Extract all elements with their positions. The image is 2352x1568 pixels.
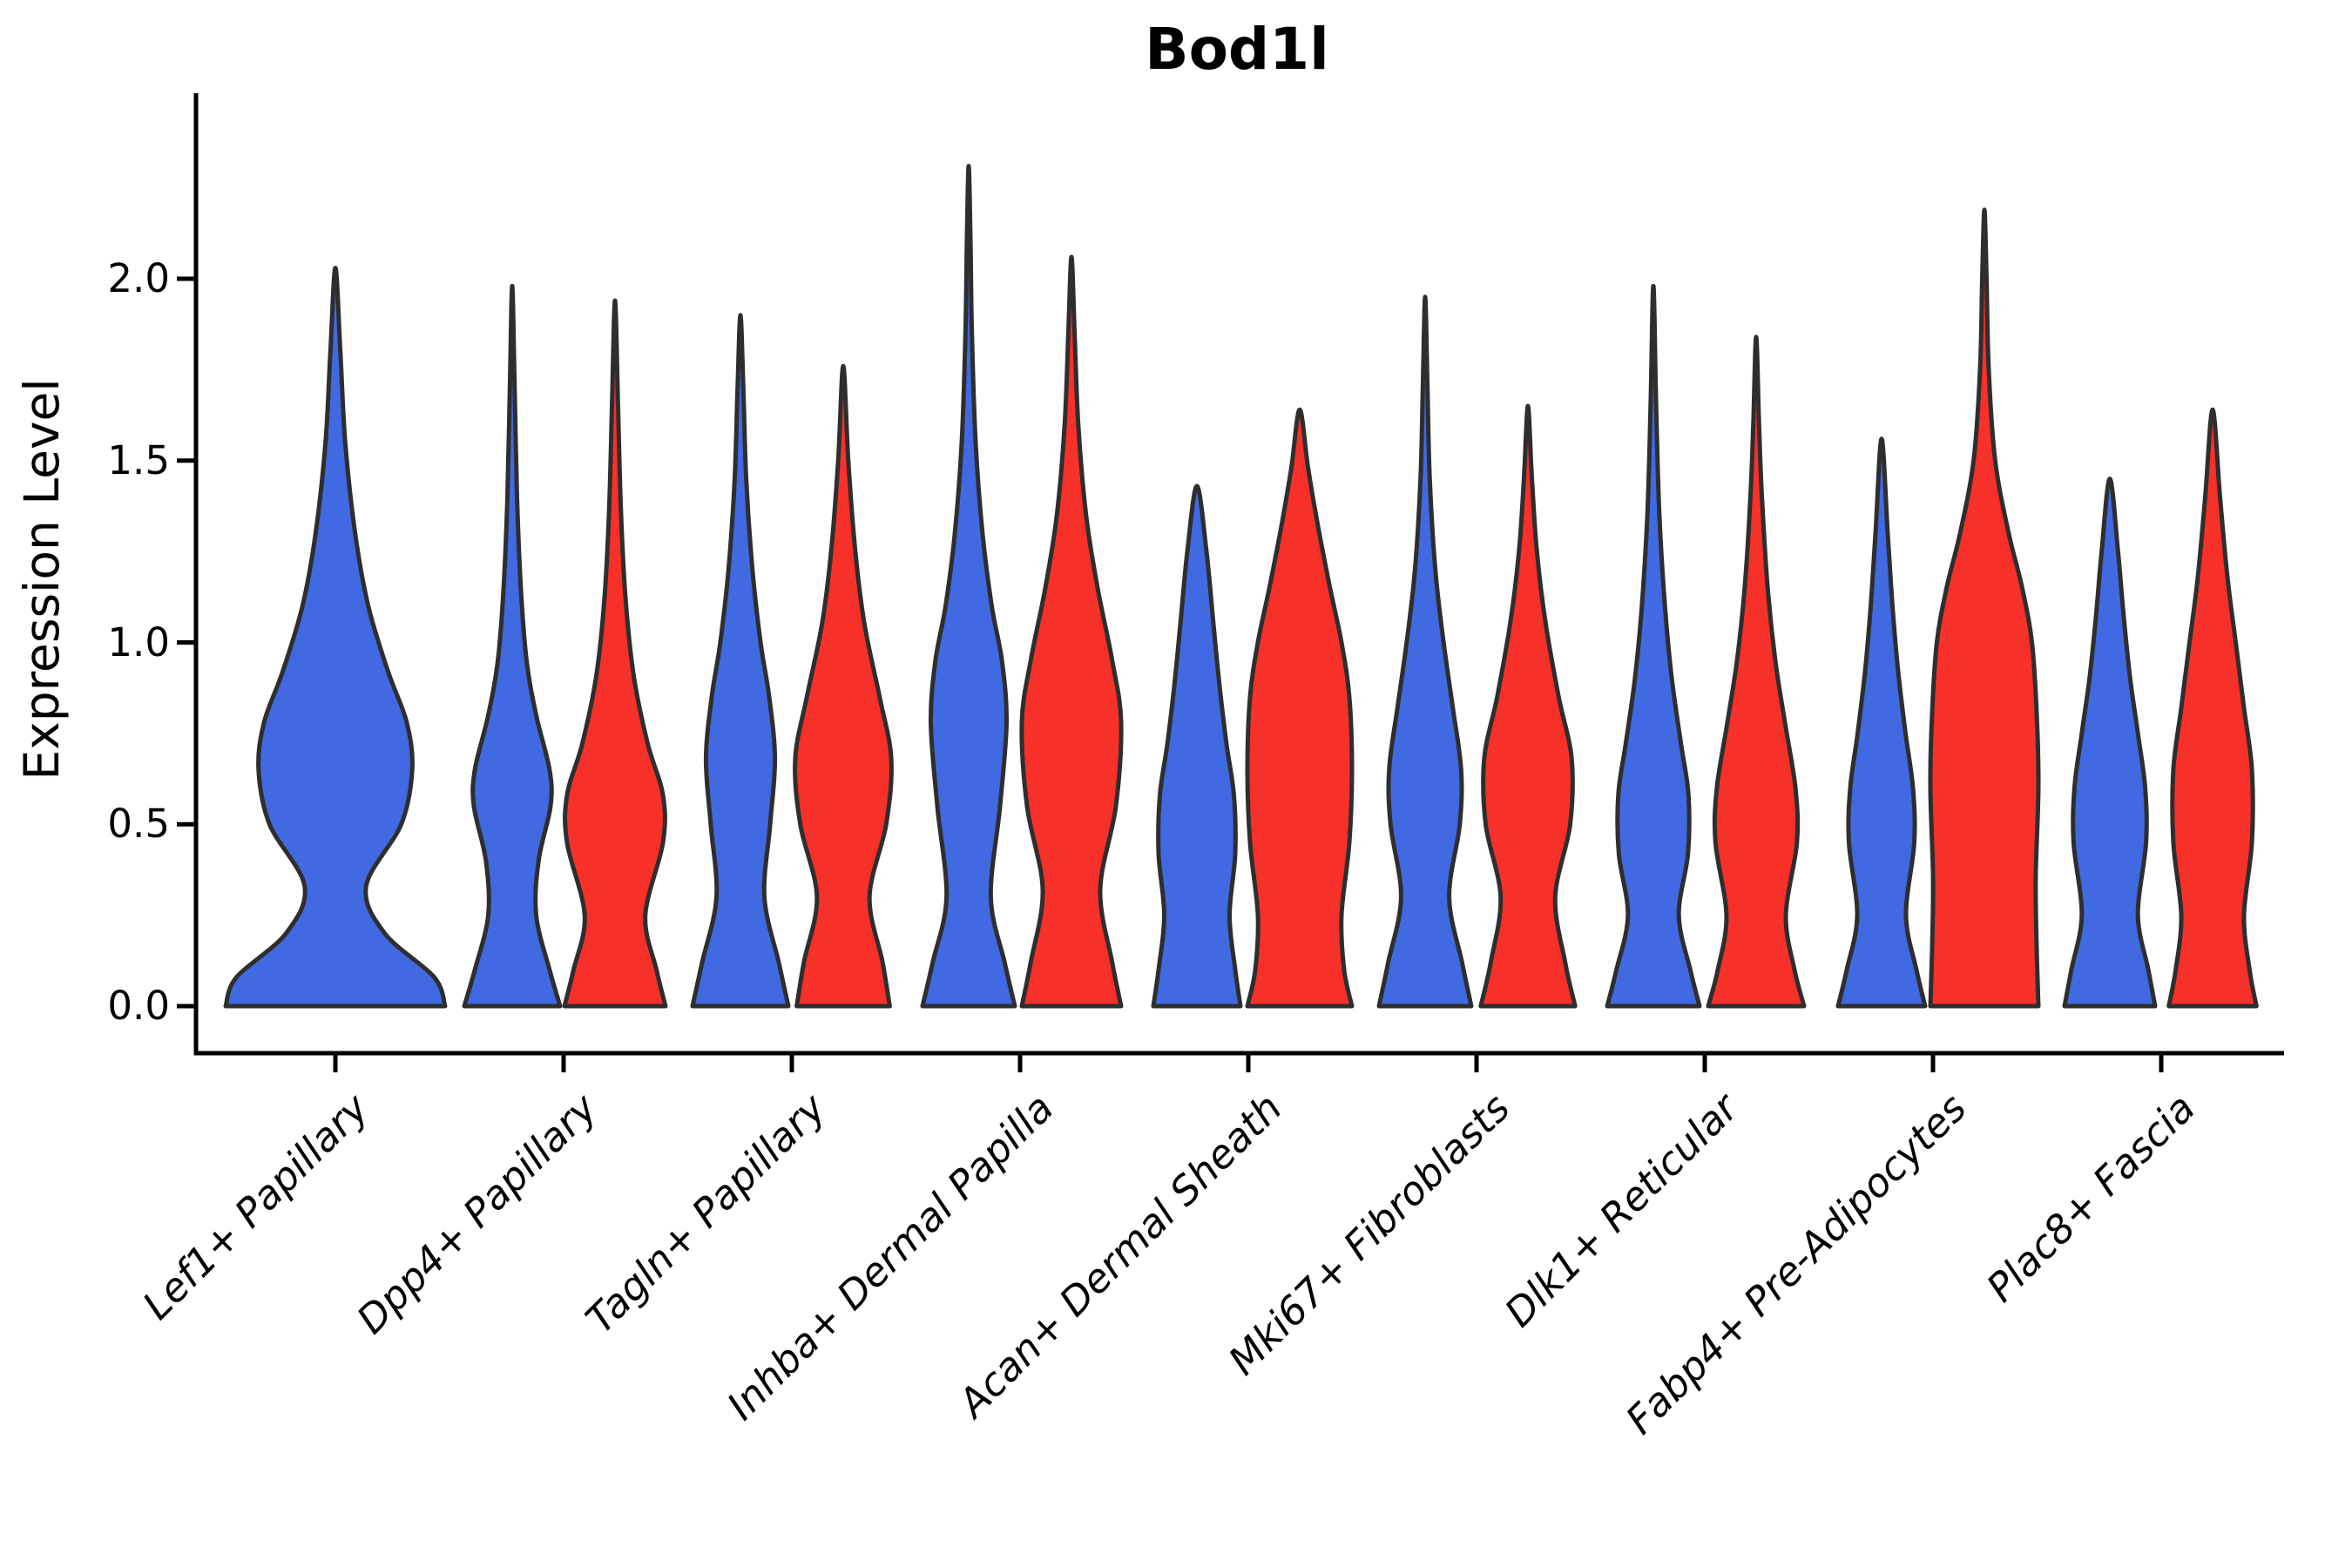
violin-dlk1-reticular-blue bbox=[1605, 283, 1702, 1009]
violin-acan-dermal-sheath-red bbox=[1245, 407, 1355, 1009]
violin-dpp4-papillary-red bbox=[562, 298, 668, 1009]
violin-plac8-fascia-red bbox=[2166, 407, 2259, 1009]
violin-fabp4-pre-adipocytes-blue bbox=[1835, 436, 1928, 1009]
y-tick-label: 2.0 bbox=[107, 255, 170, 301]
violin-mki67-fibroblasts-blue bbox=[1376, 294, 1474, 1009]
violin-dpp4-papillary-blue bbox=[462, 283, 563, 1009]
violin-plac8-fascia-blue bbox=[2062, 476, 2158, 1009]
violin-inhba-dermal-papilla-red bbox=[1019, 254, 1124, 1009]
y-tick-label: 0.5 bbox=[107, 801, 170, 848]
violin-inhba-dermal-papilla-blue bbox=[920, 164, 1017, 1009]
y-tick-label: 0.0 bbox=[107, 983, 170, 1029]
violin-tagln-papillary-red bbox=[793, 363, 894, 1009]
violin-fabp4-pre-adipocytes-red bbox=[1928, 207, 2041, 1009]
violin-mki67-fibroblasts-red bbox=[1478, 403, 1578, 1009]
y-tick-label: 1.5 bbox=[107, 436, 170, 483]
y-tick-label: 1.0 bbox=[107, 618, 170, 666]
violin-lef1-papillary-blue bbox=[223, 266, 448, 1009]
violin-tagln-papillary-blue bbox=[690, 313, 791, 1009]
violin-acan-dermal-sheath-blue bbox=[1151, 483, 1243, 1009]
violin-dlk1-reticular-red bbox=[1706, 335, 1807, 1009]
y-axis-label: Expression Level bbox=[14, 378, 70, 781]
chart-title: Bod1l bbox=[1145, 16, 1329, 83]
